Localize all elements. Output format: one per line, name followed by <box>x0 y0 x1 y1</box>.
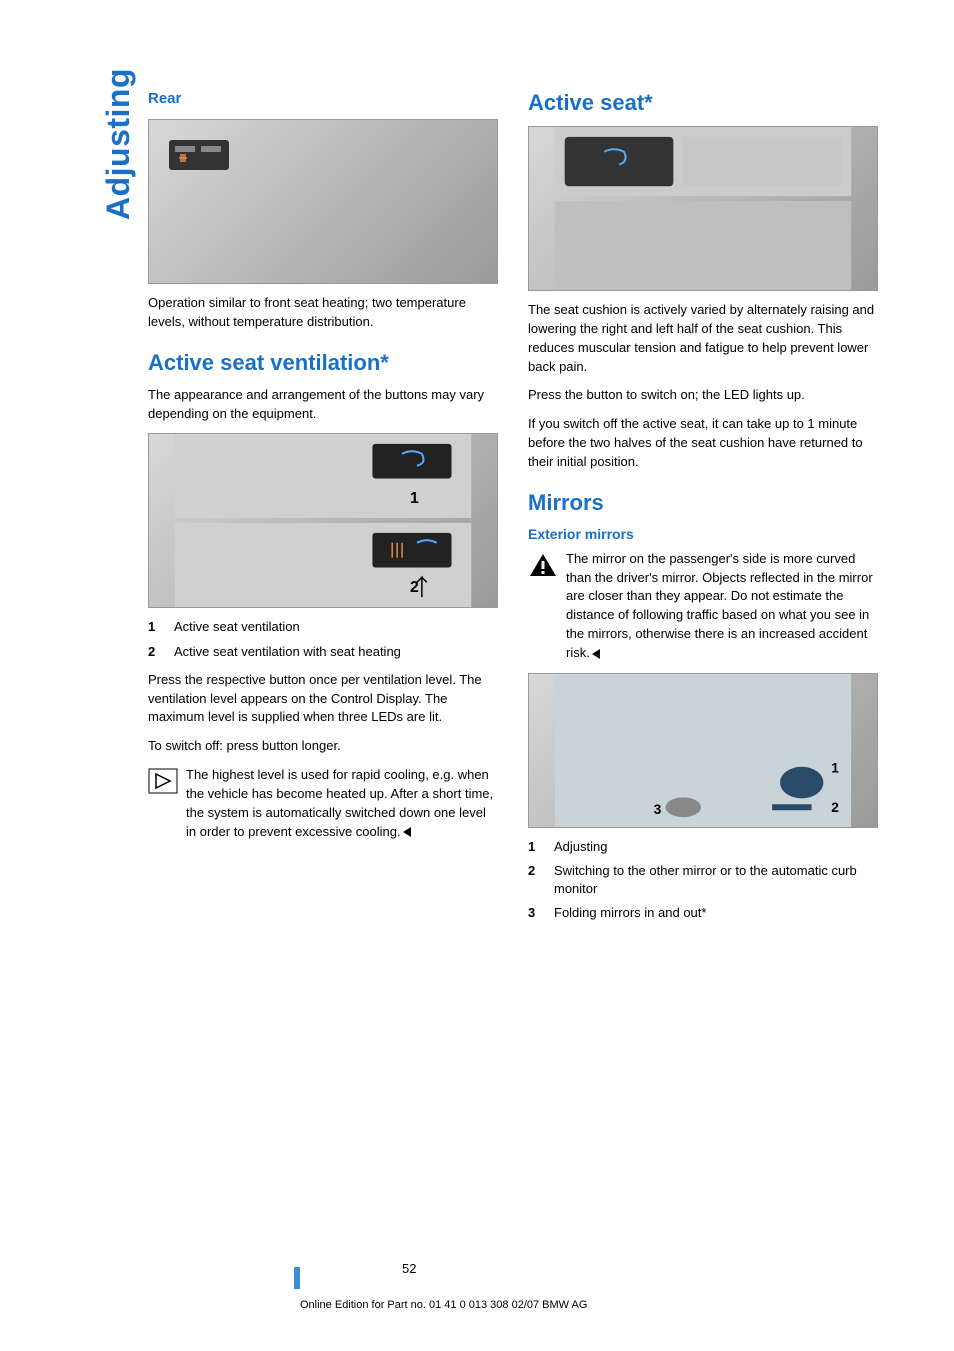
mirror-controls-image: 1 2 3 <box>528 673 878 828</box>
list-number: 2 <box>528 862 540 898</box>
warning-note: The mirror on the passenger's side is mo… <box>528 550 878 663</box>
section-side-tab: Adjusting <box>100 68 137 220</box>
info-note: The highest level is used for rapid cool… <box>148 766 498 841</box>
ventilation-legend: 1 Active seat ventilation 2 Active seat … <box>148 618 498 660</box>
page-marker <box>294 1267 300 1289</box>
online-edition-footer: Online Edition for Part no. 01 41 0 013 … <box>300 1299 587 1311</box>
list-number: 2 <box>148 643 160 661</box>
list-item: 3 Folding mirrors in and out* <box>528 904 878 922</box>
active-seat-para1: The seat cushion is actively varied by a… <box>528 301 878 376</box>
svg-text:3: 3 <box>654 801 662 817</box>
list-text: Adjusting <box>554 838 607 856</box>
rear-seat-image <box>148 119 498 284</box>
info-note-text: The highest level is used for rapid cool… <box>186 766 498 841</box>
two-column-layout: Rear Operation similar to front seat hea… <box>148 90 879 933</box>
rear-heading: Rear <box>148 90 498 107</box>
list-item: 1 Active seat ventilation <box>148 618 498 636</box>
left-column: Rear Operation similar to front seat hea… <box>148 90 498 933</box>
warning-note-text: The mirror on the passenger's side is mo… <box>566 550 878 663</box>
svg-text:2: 2 <box>831 799 839 815</box>
exterior-mirrors-subheading: Exterior mirrors <box>528 526 878 542</box>
warning-triangle-icon <box>528 552 558 578</box>
active-ventilation-heading: Active seat ventilation* <box>148 350 498 376</box>
ventilation-para1: Press the respective button once per ven… <box>148 671 498 728</box>
end-mark-icon <box>592 649 600 659</box>
right-column: Active seat* The seat cushion is activel… <box>528 90 878 933</box>
list-item: 2 Switching to the other mirror or to th… <box>528 862 878 898</box>
mirrors-legend: 1 Adjusting 2 Switching to the other mir… <box>528 838 878 923</box>
list-number: 1 <box>528 838 540 856</box>
list-text: Folding mirrors in and out* <box>554 904 706 922</box>
ventilation-para2: To switch off: press button longer. <box>148 737 498 756</box>
mirrors-heading: Mirrors <box>528 490 878 516</box>
ventilation-buttons-image: 1 2 <box>148 433 498 608</box>
list-item: 2 Active seat ventilation with seat heat… <box>148 643 498 661</box>
list-number: 3 <box>528 904 540 922</box>
active-seat-image <box>528 126 878 291</box>
list-text: Active seat ventilation <box>174 618 300 636</box>
page-container: Adjusting Rear Operation similar to fron… <box>0 0 954 1351</box>
svg-text:1: 1 <box>831 760 839 776</box>
active-seat-heading: Active seat* <box>528 90 878 116</box>
rear-caption: Operation similar to front seat heating;… <box>148 294 498 332</box>
list-text: Active seat ventilation with seat heatin… <box>174 643 401 661</box>
info-triangle-icon <box>148 768 178 794</box>
active-seat-para2: Press the button to switch on; the LED l… <box>528 386 878 405</box>
active-seat-para3: If you switch off the active seat, it ca… <box>528 415 878 472</box>
list-item: 1 Adjusting <box>528 838 878 856</box>
list-text: Switching to the other mirror or to the … <box>554 862 878 898</box>
svg-text:1: 1 <box>410 491 419 508</box>
page-number: 52 <box>402 1261 416 1276</box>
active-ventilation-intro: The appearance and arrangement of the bu… <box>148 386 498 424</box>
end-mark-icon <box>403 827 411 837</box>
list-number: 1 <box>148 618 160 636</box>
